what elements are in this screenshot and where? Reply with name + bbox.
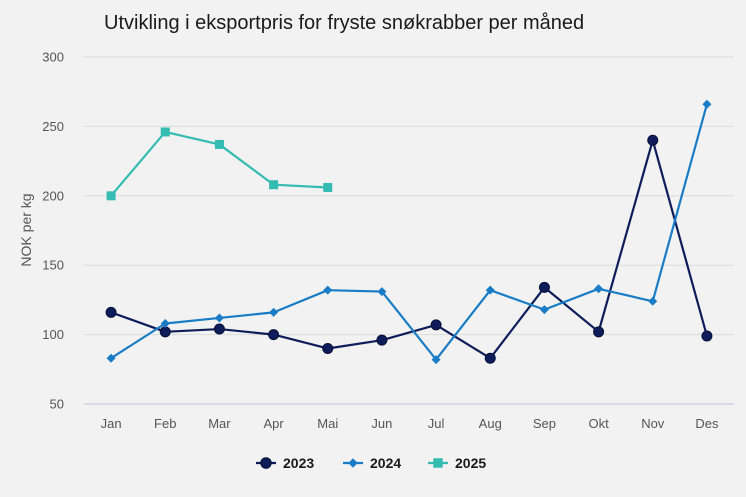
data-point-2024-apr <box>269 307 279 317</box>
series-line-2023 <box>110 139 708 360</box>
series-line-2024 <box>110 103 708 361</box>
data-point-2023-nov <box>647 134 659 146</box>
y-tick-label: 150 <box>42 258 64 273</box>
legend-label-2023: 2023 <box>283 455 314 471</box>
data-point-2024-okt <box>594 284 604 294</box>
data-point-2024-aug <box>485 285 495 295</box>
data-point-2024-nov <box>648 296 658 306</box>
legend-label-2025: 2025 <box>455 455 486 471</box>
data-point-2023-aug <box>484 352 496 364</box>
data-point-2025-feb <box>160 127 170 137</box>
data-point-2024-feb <box>160 318 170 328</box>
data-point-2023-apr <box>268 329 280 341</box>
x-tick-label-apr: Apr <box>263 416 284 431</box>
legend-label-2024: 2024 <box>370 455 401 471</box>
x-tick-label-mai: Mai <box>317 416 338 431</box>
data-point-2023-jan <box>105 306 117 318</box>
data-point-2023-jul <box>430 319 442 331</box>
data-point-2025-mar <box>214 139 224 149</box>
legend-marker-2025 <box>433 458 443 468</box>
series-2023 <box>105 134 713 364</box>
legend-marker-2024 <box>348 458 358 468</box>
data-point-2025-apr <box>269 180 279 190</box>
data-point-2023-jun <box>376 334 388 346</box>
x-tick-label-okt: Okt <box>588 416 609 431</box>
data-point-2025-mai <box>323 182 333 192</box>
x-tick-label-feb: Feb <box>154 416 176 431</box>
series-layer <box>105 99 713 365</box>
x-axis-ticks: Jan Feb Mar Apr Mai Jun Jul Aug Sep Okt Nov Des <box>101 416 719 431</box>
y-tick-label: 100 <box>42 327 64 342</box>
data-point-2024-jul <box>431 355 441 365</box>
series-2024 <box>106 99 712 365</box>
x-tick-label-jul: Jul <box>428 416 445 431</box>
data-point-2025-jan <box>106 191 116 201</box>
y-tick-label: 300 <box>42 50 64 65</box>
x-tick-label-jan: Jan <box>101 416 122 431</box>
data-point-2024-jan <box>106 353 116 363</box>
x-tick-label-des: Des <box>695 416 719 431</box>
series-2025 <box>106 127 333 201</box>
data-point-2023-mai <box>322 342 334 354</box>
data-point-2024-sep <box>539 305 549 315</box>
y-tick-label: 250 <box>42 119 64 134</box>
data-point-2023-okt <box>593 326 605 338</box>
legend-item-2024: 2024 <box>343 455 401 471</box>
data-point-2023-sep <box>538 281 550 293</box>
x-tick-label-sep: Sep <box>533 416 556 431</box>
data-point-2024-mai <box>323 285 333 295</box>
y-axis-label: NOK per kg <box>18 193 34 266</box>
x-tick-label-mar: Mar <box>208 416 231 431</box>
legend: 2023 2024 2025 <box>256 455 486 471</box>
x-tick-label-jun: Jun <box>371 416 392 431</box>
gridlines <box>84 56 734 405</box>
legend-item-2025: 2025 <box>428 455 486 471</box>
legend-item-2023: 2023 <box>256 455 314 471</box>
y-tick-label: 200 <box>42 188 64 203</box>
y-axis-ticks: 50 100 150 200 250 300 <box>42 50 64 412</box>
x-tick-label-aug: Aug <box>479 416 502 431</box>
data-point-2023-mar <box>213 323 225 335</box>
data-point-2024-mar <box>214 313 224 323</box>
chart-title: Utvikling i eksportpris for fryste snøkr… <box>104 12 584 34</box>
data-point-2024-des <box>702 99 712 109</box>
x-tick-label-nov: Nov <box>641 416 665 431</box>
y-tick-label: 50 <box>50 397 64 412</box>
data-point-2023-des <box>701 330 713 342</box>
data-point-2024-jun <box>377 287 387 297</box>
legend-marker-2023 <box>260 457 272 469</box>
data-point-2023-feb <box>159 326 171 338</box>
